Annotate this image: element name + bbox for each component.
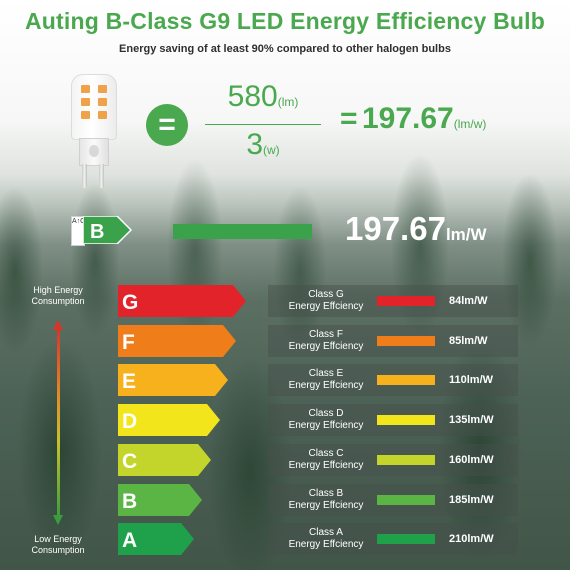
- class-color-bar: [377, 296, 435, 306]
- fraction-denominator: 3(w): [205, 128, 321, 162]
- bulb-pin: [82, 164, 87, 188]
- class-row-label: Class G Energy Effciency: [274, 289, 378, 313]
- class-description: Energy Effciency: [288, 539, 364, 550]
- bulb-pin: [99, 164, 104, 188]
- class-color-bar: [377, 495, 435, 505]
- class-arrow-g: G: [118, 285, 246, 317]
- fraction-line: [205, 124, 321, 125]
- result-value: 197.67: [361, 102, 454, 135]
- class-row-label: Class D Energy Effciency: [274, 408, 378, 432]
- class-efficiency-value: 185lm/W: [449, 494, 494, 506]
- current-class-arrow-shape: [83, 216, 133, 244]
- class-arrow-d: D: [118, 404, 220, 436]
- class-color-bar: [377, 415, 435, 425]
- result-unit: (lm/w): [453, 117, 487, 131]
- class-arrow-shape: [118, 484, 202, 516]
- page-subtitle: Energy saving of at least 90% compared t…: [119, 43, 451, 55]
- class-description: Energy Effciency: [288, 380, 364, 391]
- led-chip: [98, 98, 107, 106]
- class-row-label: Class F Energy Effciency: [274, 329, 378, 353]
- led-chip: [98, 111, 107, 119]
- class-arrow-shape: [118, 404, 220, 436]
- class-color-bar: [377, 375, 435, 385]
- class-color-bar: [377, 534, 435, 544]
- led-chip: [81, 85, 90, 93]
- equals-circle: =: [146, 104, 188, 146]
- class-efficiency-value: 84lm/W: [449, 295, 488, 307]
- class-name: Class B: [308, 488, 344, 499]
- class-efficiency-value: 110lm/W: [449, 374, 494, 386]
- fraction-numerator: 580(lm): [205, 80, 321, 114]
- class-row-label: Class B Energy Effciency: [274, 488, 378, 512]
- led-chip: [98, 85, 107, 93]
- lumens-value: 580: [227, 80, 278, 113]
- class-letter: B: [122, 490, 137, 513]
- arrow-up-icon: [53, 320, 63, 330]
- class-row-label: Class C Energy Effciency: [274, 448, 378, 472]
- class-name: Class E: [308, 368, 344, 379]
- class-arrow-c: C: [118, 444, 211, 476]
- bulb-base: [79, 138, 109, 166]
- class-letter: C: [122, 450, 137, 473]
- watts-value: 3: [246, 128, 263, 161]
- class-letter: A: [122, 529, 137, 552]
- class-name: Class F: [309, 329, 343, 340]
- g9-bulb-image: [66, 74, 124, 194]
- result-equals: =: [340, 102, 358, 135]
- class-arrow-a: A: [118, 523, 194, 555]
- class-efficiency-value: 85lm/W: [449, 335, 488, 347]
- class-arrow-e: E: [118, 364, 228, 396]
- current-class-arrow: B: [83, 216, 133, 244]
- energy-scale-line: [57, 330, 60, 517]
- class-arrow-shape: [118, 364, 228, 396]
- led-chip: [81, 98, 90, 106]
- class-letter: D: [122, 410, 137, 433]
- high-consumption-label: High Energy Consumption: [31, 285, 85, 306]
- class-description: Energy Effciency: [288, 500, 364, 511]
- class-arrow-shape: [118, 523, 194, 555]
- class-row-label: Class E Energy Effciency: [274, 368, 378, 392]
- class-description: Energy Effciency: [288, 301, 364, 312]
- class-letter: F: [122, 331, 135, 354]
- class-name: Class G: [308, 289, 344, 300]
- class-name: Class D: [308, 408, 344, 419]
- class-color-bar: [377, 336, 435, 346]
- class-description: Energy Effciency: [288, 341, 364, 352]
- class-arrow-shape: [118, 325, 236, 357]
- class-description: Energy Effciency: [288, 420, 364, 431]
- current-rating-bar: [173, 224, 312, 239]
- class-arrow-b: B: [118, 484, 202, 516]
- current-rating-number: 197.67: [345, 210, 446, 247]
- class-name: Class A: [309, 527, 343, 538]
- current-rating-value: 197.67lm/W: [345, 210, 487, 248]
- class-efficiency-value: 135lm/W: [449, 414, 494, 426]
- led-chip: [81, 111, 90, 119]
- class-letter: G: [122, 291, 138, 314]
- current-rating-unit: lm/W: [445, 225, 487, 244]
- bulb-capsule: [71, 74, 117, 140]
- efficiency-result: = 197.67(lm/w): [340, 102, 486, 136]
- page-title: Auting B-Class G9 LED Energy Efficiency …: [25, 8, 545, 34]
- class-row-label: Class A Energy Effciency: [274, 527, 378, 551]
- class-arrow-f: F: [118, 325, 236, 357]
- watts-unit: (w): [263, 143, 280, 157]
- class-color-bar: [377, 455, 435, 465]
- lumens-unit: (lm): [277, 95, 299, 109]
- current-class-letter: B: [90, 221, 104, 243]
- arrow-down-icon: [53, 515, 63, 525]
- class-arrow-shape: [118, 285, 246, 317]
- class-letter: E: [122, 370, 136, 393]
- class-description: Energy Effciency: [288, 460, 364, 471]
- low-consumption-label: Low Energy Consumption: [31, 534, 85, 555]
- class-arrow-shape: [118, 444, 211, 476]
- class-efficiency-value: 210lm/W: [449, 533, 494, 545]
- class-name: Class C: [308, 448, 344, 459]
- class-efficiency-value: 160lm/W: [449, 454, 494, 466]
